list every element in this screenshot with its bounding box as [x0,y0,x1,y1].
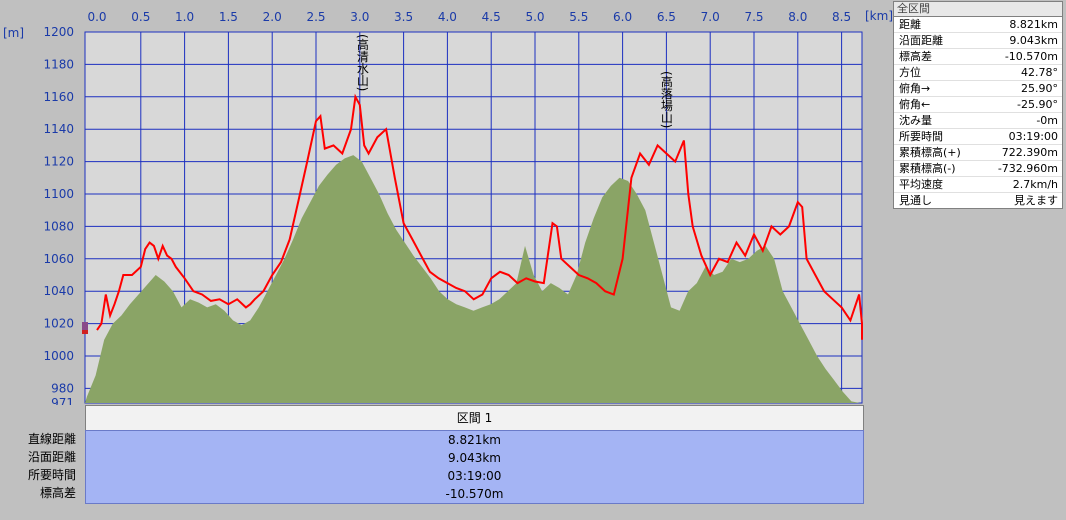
stats-row: 俯角← -25.90° [894,97,1062,113]
stats-value: -732.960m [997,162,1058,175]
x-tick-label: 0.0 [87,10,106,24]
elevation-profile-line [96,93,863,340]
peak-annotations: (高清水山) (高落場山) [355,34,673,128]
stats-label: 平均速度 [899,178,943,191]
x-tick-label: 2.0 [263,10,282,24]
stats-row: 方位 42.78° [894,65,1062,81]
section-row-label: 所要時間 [27,468,76,482]
stats-row: 俯角→ 25.90° [894,81,1062,97]
x-tick-label: 8.0 [788,10,807,24]
stats-value: 見えます [1014,194,1058,207]
section-row-label: 沿面距離 [27,450,76,464]
x-axis-unit: [km] [865,9,893,23]
section-row-labels: 直線距離沿面距離所要時間標高差 [0,430,76,502]
x-tick-label: 6.5 [657,10,676,24]
peak-label: (高落場山) [659,71,673,128]
x-tick-label: 4.5 [482,10,501,24]
stats-value: 8.821km [1009,18,1058,31]
y-tick-label: 980 [51,381,74,395]
x-tick-label: 7.5 [744,10,763,24]
x-tick-label: 7.0 [701,10,720,24]
y-tick-label: 1140 [43,122,74,136]
stats-label: 俯角← [899,98,931,111]
stats-value: 25.90° [1021,82,1058,95]
stats-row: 標高差 -10.570m [894,49,1062,65]
y-tick-label: 1000 [43,349,74,363]
stats-label: 所要時間 [899,130,943,143]
stats-row: 距離 8.821km [894,17,1062,33]
stats-panel: 全区間 距離 8.821km 沿面距離 9.043km 標高差 -10.570m 方位 42.… [893,1,1063,209]
x-axis-tick-labels: 0.0 0.5 1.0 1.5 2.0 2.5 3.0 3.5 4.0 4.5 5.0 5.5 6.0 6… [87,10,851,24]
section-row-value: 9.043km [448,451,501,465]
x-tick-label: 0.5 [131,10,150,24]
stats-label: 距離 [899,18,921,31]
x-tick-label: 5.5 [569,10,588,24]
section-row-label: 標高差 [39,486,76,500]
stats-label: 沿面距離 [899,34,943,47]
y-axis-tick-labels: 1200 1180 1160 1140 1120 1100 1080 1060 1040 1020… [43,25,74,405]
y-tick-label: 1180 [43,57,74,71]
y-tick-label: 1100 [43,187,74,201]
section-row-label: 直線距離 [27,432,76,446]
stats-row: 所要時間 03:19:00 [894,129,1062,145]
y-tick-label: 1060 [43,252,74,266]
section-values-table: 8.821km 9.043km 03:19:00 -10.570m [85,430,864,504]
x-tick-label: 3.5 [394,10,413,24]
start-marker [82,322,88,334]
y-tick-label: 1020 [43,317,74,331]
y-tick-label: 1080 [43,219,74,233]
peak-label: (高清水山) [355,34,369,91]
x-tick-label: 8.5 [832,10,851,24]
x-tick-label: 4.0 [438,10,457,24]
stats-value: 722.390m [1001,146,1058,159]
x-tick-label: 3.0 [350,10,369,24]
stats-label: 俯角→ [899,82,931,95]
stats-value: 03:19:00 [1008,130,1058,143]
stats-label: 見通し [899,194,932,207]
y-tick-label: 1040 [43,284,74,298]
stats-row: 平均速度 2.7km/h [894,177,1062,193]
y-tick-label: 1120 [43,155,74,169]
x-tick-label: 1.0 [175,10,194,24]
stats-row: 累積標高(+) 722.390m [894,145,1062,161]
section-row-value: 03:19:00 [447,469,502,483]
section-header: 区間 1 [85,405,864,431]
x-tick-label: 2.5 [306,10,325,24]
stats-label: 標高差 [899,50,932,63]
stats-label: 方位 [899,66,921,79]
y-tick-label: 971 [51,396,74,405]
stats-row: 沿面距離 9.043km [894,33,1062,49]
stats-value: 2.7km/h [1012,178,1058,191]
y-tick-label: 1160 [43,90,74,104]
stats-value: -25.90° [1017,98,1058,111]
stats-value: -10.570m [1004,50,1058,63]
stats-row: 沈み量 -0m [894,113,1062,129]
terrain-fill [85,155,862,403]
x-tick-label: 1.5 [219,10,238,24]
stats-label: 累積標高(-) [899,162,956,175]
stats-row: 見通し 見えます [894,193,1062,208]
x-tick-label: 6.0 [613,10,632,24]
section-row-value: 8.821km [448,433,501,447]
stats-value: 42.78° [1021,66,1058,79]
stats-panel-title: 全区間 [894,2,1062,17]
stats-row: 累積標高(-) -732.960m [894,161,1062,177]
stats-label: 沈み量 [899,114,932,127]
section-row-value: -10.570m [445,487,504,501]
x-tick-label: 5.0 [525,10,544,24]
stats-value: 9.043km [1009,34,1058,47]
elevation-chart: 0.0 0.5 1.0 1.5 2.0 2.5 3.0 3.5 4.0 4.5 5.0 5.5 6.0 6… [3,9,893,405]
stats-value: -0m [1036,114,1058,127]
y-axis-unit: [m] [3,26,24,40]
stats-label: 累積標高(+) [899,146,961,159]
y-tick-label: 1200 [43,25,74,39]
